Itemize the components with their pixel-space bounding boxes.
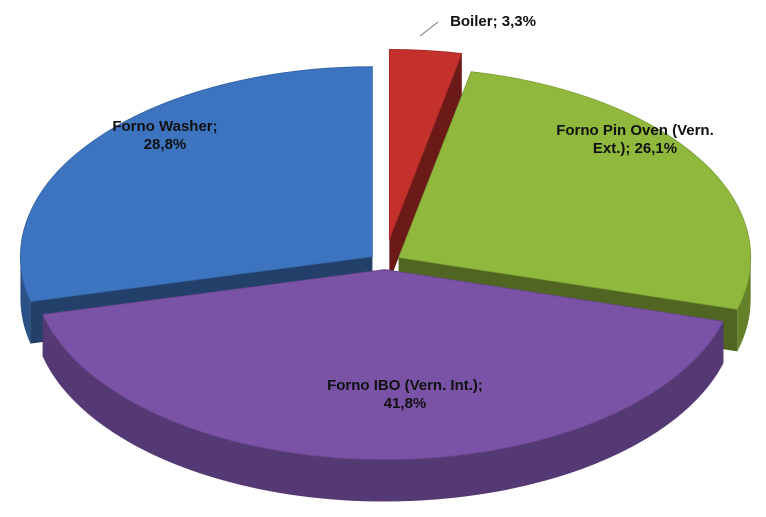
data-label: Boiler; 3,3% — [450, 13, 536, 30]
pie-slice — [388, 49, 463, 240]
pie-slice — [42, 269, 724, 460]
slice-wall — [20, 256, 31, 344]
slice-wall — [42, 314, 724, 502]
slice-side — [389, 53, 462, 282]
data-label: Forno IBO (Vern. Int.); 41,8% — [327, 377, 483, 412]
pie-slice — [398, 71, 752, 310]
pie-slice — [20, 66, 373, 303]
data-label: Forno Pin Oven (Vern. Ext.); 26,1% — [556, 122, 714, 157]
data-label: Forno Washer; 28,8% — [112, 118, 218, 153]
slice-wall — [737, 257, 751, 352]
leader-line — [419, 21, 439, 37]
